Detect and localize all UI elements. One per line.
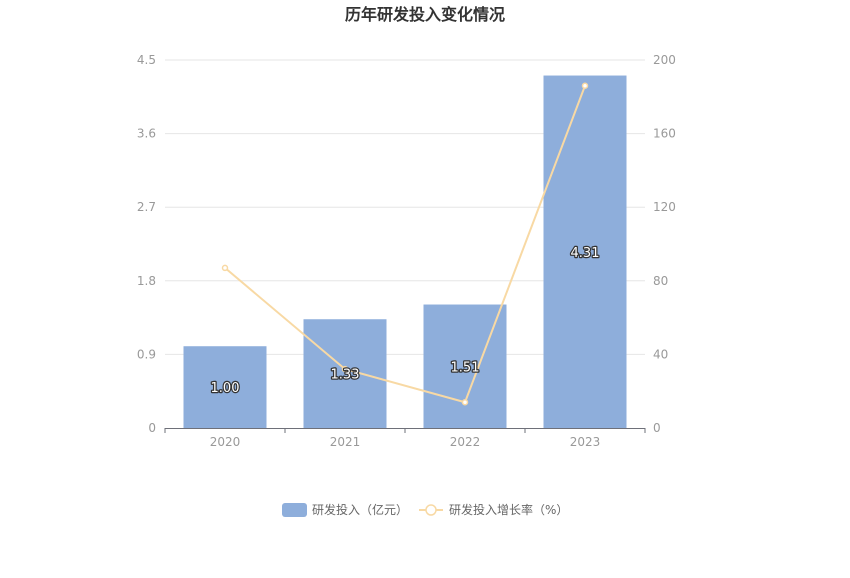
bar-series: [183, 75, 627, 428]
y-right-tick-label: 80: [653, 274, 668, 288]
line-point: [581, 82, 589, 90]
y-right-tick-label: 40: [653, 347, 668, 361]
x-tick-label: 2022: [450, 435, 481, 449]
y-right-tick-label: 200: [653, 53, 676, 67]
growth-line: [224, 85, 586, 404]
y-right-tick-label: 120: [653, 200, 676, 214]
legend-bar-swatch: [282, 503, 307, 517]
legend-line-label: 研发投入增长率（%）: [449, 502, 568, 517]
y-left-tick-label: 2.7: [137, 200, 156, 214]
y-left-tick-label: 4.5: [137, 53, 156, 67]
legend-bar-label: 研发投入（亿元）: [312, 502, 408, 517]
legend[interactable]: 研发投入（亿元） 研发投入增长率（%）: [282, 502, 568, 517]
y-left-tick-label: 0: [148, 421, 156, 435]
y-left-tick-label: 1.8: [137, 274, 156, 288]
x-tick-label: 2020: [210, 435, 241, 449]
bar: [183, 346, 267, 428]
x-tick-label: 2021: [330, 435, 361, 449]
y-left-tick-label: 3.6: [137, 127, 156, 141]
bar: [543, 75, 627, 428]
x-tick-label: 2023: [570, 435, 601, 449]
bar: [303, 319, 387, 428]
y-right-tick-label: 160: [653, 127, 676, 141]
bar: [423, 304, 507, 428]
y-right-tick-label: 0: [653, 421, 661, 435]
chart-title: 历年研发投入变化情况: [345, 5, 505, 24]
bar-data-label: 1.33: [331, 368, 360, 383]
line-point: [341, 365, 349, 373]
bar-data-label: 4.31: [571, 246, 600, 261]
line-series: [221, 82, 589, 406]
bar-data-label: 1.00: [211, 381, 240, 396]
axes: 0 0.9 1.8 2.7 3.6 4.5 0 40 80 120 160 200 2020 2021 20…: [137, 53, 676, 449]
line-point: [461, 398, 469, 406]
legend-line-marker: [425, 504, 437, 516]
bar-data-label: 1.51: [451, 360, 480, 375]
data-labels: 1.00 1.33 1.51 4.31: [209, 245, 600, 398]
y-left-tick-label: 0.9: [137, 347, 156, 361]
line-point: [221, 264, 229, 272]
